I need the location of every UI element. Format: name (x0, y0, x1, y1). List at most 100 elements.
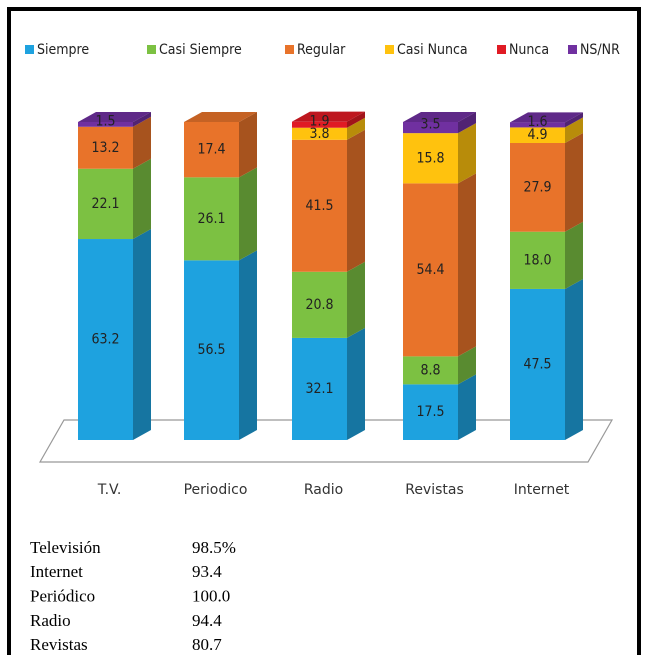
bar-side (133, 112, 151, 127)
data-label: 1.9 (309, 114, 329, 130)
bar-front (292, 127, 347, 140)
bar-segment (510, 117, 583, 143)
table-name: Internet (30, 562, 83, 581)
data-label: 26.1 (197, 211, 225, 227)
legend-label: Siempre (37, 42, 89, 58)
bar-front (78, 239, 133, 440)
legend-label: Casi Siempre (159, 42, 242, 58)
bar-front (510, 142, 565, 232)
bar-side (133, 158, 151, 240)
bar-top (292, 111, 365, 122)
bar-side (133, 116, 151, 169)
legend-swatch (568, 45, 577, 54)
table-name: Revistas (30, 635, 88, 654)
bar-front (78, 126, 133, 169)
table-value: 93.4 (192, 562, 222, 581)
bar-segment (510, 112, 583, 128)
data-label: 3.5 (420, 117, 440, 133)
bar-top (78, 112, 151, 122)
bar-segment (510, 132, 583, 232)
data-label: 22.1 (91, 196, 119, 212)
data-label: 8.8 (420, 362, 440, 378)
bar-front (184, 177, 239, 261)
table-name: Periódico (30, 587, 95, 606)
legend-label: Nunca (509, 42, 549, 58)
table-value: 100.0 (192, 587, 230, 606)
bar-segment (403, 374, 476, 440)
table-name: Televisión (30, 538, 101, 557)
bar-side (565, 112, 583, 128)
bar-segment (510, 278, 583, 440)
data-label: 17.5 (416, 404, 444, 420)
legend-label: Casi Nunca (397, 42, 468, 58)
bar-segment (184, 167, 257, 261)
data-label: 15.8 (416, 150, 444, 166)
bar-front (403, 384, 458, 440)
data-label: 17.4 (197, 142, 225, 158)
bar-segment (403, 173, 476, 357)
data-label: 3.8 (309, 126, 329, 142)
bar-front (403, 183, 458, 357)
bar-side (347, 327, 365, 440)
bar-front (403, 356, 458, 385)
x-tick-label: Periodico (184, 482, 248, 498)
legend-label: Regular (297, 42, 346, 58)
bar-segment (78, 229, 151, 440)
bar-segment (292, 327, 365, 440)
data-label: 54.4 (416, 262, 444, 278)
data-label: 47.5 (523, 356, 551, 372)
bar-front (184, 122, 239, 178)
bar-segment (403, 112, 476, 134)
bar-segment (78, 116, 151, 169)
bar-top (184, 112, 257, 122)
bar-front (510, 288, 565, 440)
legend-swatch (497, 45, 506, 54)
bar-front (78, 168, 133, 240)
bar-front (510, 122, 565, 128)
data-label: 13.2 (91, 140, 119, 156)
bar-front (510, 127, 565, 143)
bar-side (458, 112, 476, 134)
bar-side (239, 112, 257, 178)
bar-segment (184, 112, 257, 178)
bar-side (565, 278, 583, 440)
bar-segment (78, 112, 151, 127)
data-label: 1.6 (527, 114, 547, 130)
bar-front (292, 271, 347, 338)
bar-front (403, 133, 458, 184)
bar-segment (403, 123, 476, 184)
bar-segment (510, 221, 583, 289)
table-value: 98.5% (192, 538, 236, 557)
x-tick-label: Internet (514, 482, 570, 498)
bar-side (458, 173, 476, 357)
table-name: Radio (30, 611, 71, 630)
x-tick-label: Radio (304, 482, 343, 498)
data-label: 1.5 (95, 113, 115, 129)
legend-swatch (285, 45, 294, 54)
bar-segment (292, 129, 365, 272)
bar-front (184, 260, 239, 440)
bar-side (347, 117, 365, 140)
data-label: 32.1 (305, 381, 333, 397)
bar-segment (292, 111, 365, 128)
bar-side (239, 167, 257, 261)
bar-side (347, 261, 365, 338)
bar-front (292, 337, 347, 440)
data-label: 56.5 (197, 342, 225, 358)
legend-swatch (147, 45, 156, 54)
x-tick-label: Revistas (405, 482, 464, 498)
frame (7, 7, 641, 655)
bar-top (510, 112, 583, 123)
x-tick-label: T.V. (97, 482, 122, 498)
bar-side (347, 129, 365, 272)
bar-front (510, 231, 565, 289)
bar-side (565, 132, 583, 232)
legend-swatch (385, 45, 394, 54)
data-label: 63.2 (91, 332, 119, 348)
bar-front (403, 122, 458, 134)
bar-side (458, 374, 476, 440)
bar-side (565, 221, 583, 289)
bar-segment (403, 346, 476, 385)
bar-segment (292, 117, 365, 140)
